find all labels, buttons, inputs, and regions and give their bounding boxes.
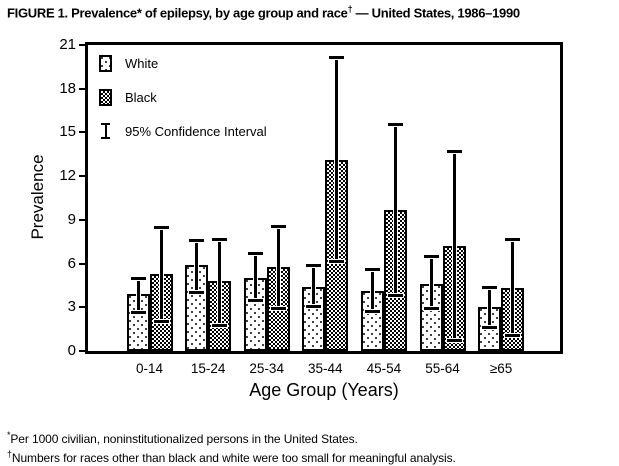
ci-black-0-14-top [153, 226, 169, 230]
figure-title: FIGURE 1. Prevalence* of epilepsy, by ag… [7, 4, 617, 20]
y-tick-label-15: 15 [59, 123, 76, 141]
y-tick-label-9: 9 [67, 210, 76, 228]
ci-black-35-44-top [329, 55, 345, 59]
ci-black-35-44-line [334, 56, 340, 263]
y-tick-label-21: 21 [59, 36, 76, 53]
x-axis-title: Age Group (Years) [249, 380, 399, 400]
ci-white-0-14-line [135, 278, 141, 314]
ci-white-15-24-top [189, 239, 205, 243]
ci-white-55-64-bottom [423, 306, 439, 310]
footnote-dagger-text: Numbers for races other than black and w… [11, 450, 456, 465]
ci-white-25-34-line [252, 253, 258, 302]
y-tick-18 [79, 87, 86, 90]
x-tick-label-55-64: 55-64 [425, 361, 460, 376]
footnote-asterisk: *Per 1000 civilian, noninstitutionalized… [7, 428, 456, 447]
footnote-asterisk-text: Per 1000 civilian, noninstitutionalized … [10, 432, 358, 446]
ci-white-25-34-bottom [247, 299, 263, 303]
y-tick-label-6: 6 [67, 254, 76, 272]
bars-layer: White Black 95% Confidence Interval [88, 45, 560, 351]
x-tick-label-≥65: ≥65 [489, 361, 513, 376]
ci-white-0-14-bottom [130, 311, 146, 315]
asterisk-mark: * [7, 430, 11, 440]
ci-black-25-34-bottom [270, 306, 286, 310]
x-tick-label-0-14: 0-14 [135, 361, 164, 376]
ci-white-0-14-top [130, 277, 146, 281]
ci-black-55-64-bottom [446, 338, 462, 342]
ci-black-35-44-bottom [329, 260, 345, 264]
ci-black-0-14-line [158, 227, 164, 322]
legend-row-ci: 95% Confidence Interval [99, 122, 267, 140]
ci-black-15-24-top [212, 237, 228, 241]
y-tick-15 [79, 131, 86, 134]
ci-black-55-64-top [446, 150, 462, 154]
y-tick-label-12: 12 [59, 167, 76, 185]
ci-white-15-24-bottom [189, 290, 205, 294]
ci-white-45-54-line [369, 269, 375, 312]
plot-area: White Black 95% Confidence Interval 0 3 6 9… [59, 36, 563, 359]
ci-white-45-54-bottom [364, 309, 380, 313]
legend: White Black 95% Confidence Interval [99, 54, 267, 156]
ci-white-≥65-bottom [482, 325, 498, 329]
ci-white-35-44-line [311, 265, 317, 308]
bar-white-≥65 [478, 307, 502, 351]
x-axis-labels: 0-14 15-24 25-34 35-44 45-54 55-64 ≥65 [85, 361, 563, 378]
x-tick-label-25-34: 25-34 [249, 361, 284, 376]
ci-white-55-64-top [423, 255, 439, 259]
black-series-swatch-icon [99, 88, 112, 106]
y-tick-label-3: 3 [67, 298, 76, 316]
ci-white-≥65-line [487, 286, 493, 328]
y-tick-0 [79, 350, 86, 352]
x-tick-label-45-54: 45-54 [366, 361, 402, 376]
ci-black-45-54-line [392, 123, 398, 296]
y-tick-6 [79, 262, 86, 265]
y-axis: 0 3 6 9 12 15 18 21 [59, 36, 560, 359]
y-tick-label-18: 18 [59, 79, 76, 97]
bar-white-45-54 [360, 291, 384, 351]
ci-black-45-54-bottom [387, 293, 403, 297]
y-tick-21 [79, 44, 86, 46]
x-tick-label-15-24: 15-24 [190, 361, 226, 376]
ci-black-45-54-top [387, 122, 403, 126]
ci-white-25-34-top [247, 252, 263, 256]
footnote-dagger: †Numbers for races other than black and … [7, 447, 456, 466]
dagger-mark: † [7, 448, 12, 459]
error-bar-icon [99, 123, 112, 139]
ci-white-≥65-top [482, 285, 498, 289]
legend-label-ci: 95% Confidence Interval [125, 123, 267, 139]
y-tick-3 [79, 306, 86, 309]
y-tick-9 [79, 218, 86, 221]
bar-white-35-44 [302, 286, 326, 351]
ci-black-25-34-top [270, 224, 286, 228]
legend-row-black: Black [99, 88, 267, 106]
legend-label-black: Black [125, 89, 157, 105]
legend-label-white: White [125, 55, 159, 71]
ci-white-15-24-line [194, 240, 200, 293]
dagger-superscript: † [347, 4, 353, 14]
ci-black-≥65-line [510, 238, 516, 337]
ci-white-45-54-top [364, 268, 380, 272]
ci-white-35-44-bottom [306, 305, 322, 309]
ci-black-25-34-line [275, 225, 281, 309]
white-series-swatch-icon [99, 54, 112, 72]
ci-black-15-24-bottom [212, 324, 228, 328]
x-tick-label-35-44: 35-44 [308, 361, 343, 376]
ci-black-≥65-top [505, 237, 521, 241]
ci-black-0-14-bottom [153, 319, 169, 323]
legend-row-white: White [99, 54, 267, 72]
bar-white-15-24 [185, 265, 209, 351]
footnotes: *Per 1000 civilian, noninstitutionalized… [7, 428, 456, 465]
bar-white-55-64 [419, 283, 443, 351]
ci-black-≥65-bottom [505, 334, 521, 338]
ci-black-15-24-line [217, 238, 223, 327]
figure-title-tail: — United States, 1986–1990 [352, 5, 521, 21]
figure-title-main: FIGURE 1. Prevalence* of epilepsy, by ag… [7, 5, 348, 21]
y-tick-12 [79, 175, 86, 178]
ci-white-55-64-line [428, 256, 434, 309]
ci-white-35-44-top [306, 264, 322, 268]
ci-black-55-64-line [451, 151, 457, 341]
y-tick-label-0: 0 [67, 342, 76, 359]
